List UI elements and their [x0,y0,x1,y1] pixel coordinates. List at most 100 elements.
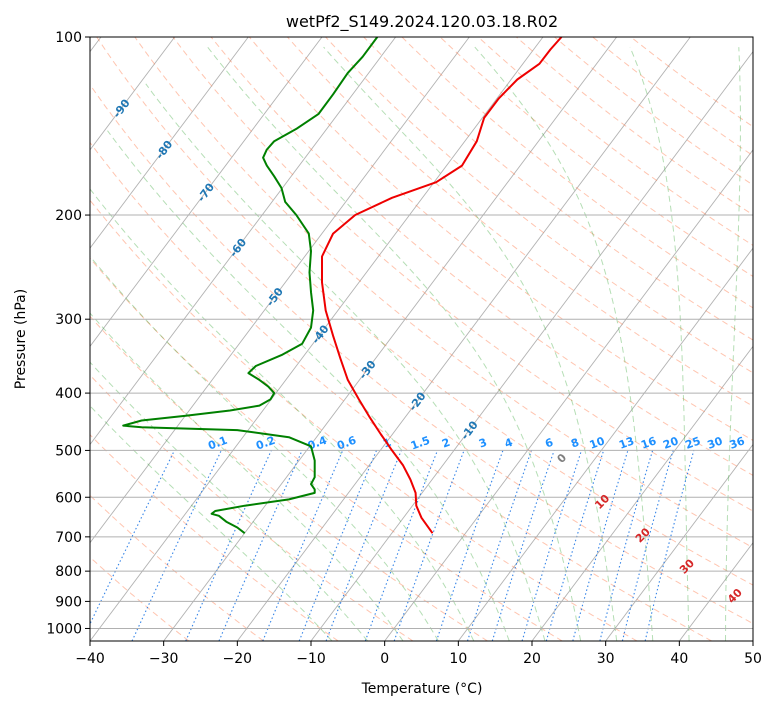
isotherm-line [678,542,753,641]
mixing-ratio-line [435,450,504,641]
mixing-ratio-label: 0.4 [306,434,329,453]
moist-adiabat-line [323,46,618,641]
dry-adiabat-line [248,37,753,442]
isotherm-line [531,345,753,641]
background-lines [90,37,753,641]
isotherm-line [457,247,753,641]
x-tick-label: 0 [380,651,389,667]
mixing-ratio-line [545,450,605,641]
mixing-ratio-line [644,450,695,641]
moist-adiabat-line [90,312,404,641]
isotherm-label: -50 [264,285,287,309]
mixing-ratio-line [185,450,272,641]
dry-adiabat-line [90,199,638,641]
x-tick-label: 20 [523,651,541,667]
dry-adiabat-line [477,37,753,246]
y-tick-label: 600 [55,490,82,506]
x-tick-label: −40 [75,651,105,667]
dry-adiabat-line [363,37,753,341]
mixing-ratio-label: 20 [661,434,680,452]
mixing-ratio-line [298,450,378,641]
y-axis-label: Pressure (hPa) [13,289,29,389]
isotherm-line [752,640,753,641]
mixing-ratio-label: 13 [617,434,636,451]
mixing-ratio-label: 3 [477,436,489,451]
y-tick-label: 1000 [46,621,82,637]
isotherm-line [90,37,470,544]
mixing-ratio-label: 25 [683,434,702,451]
mixing-ratio-line [491,450,555,641]
mixing-ratio-label: 0.1 [206,434,229,453]
isotherm-label: -90 [110,97,133,121]
mixing-ratio-line [90,450,175,626]
isotherm-line [90,37,397,446]
y-tick-label: 500 [55,443,82,459]
x-axis: −40 −30 −20 −10 0 10 20 30 40 50 [75,641,762,667]
moist-adiabat-label: 30 [677,556,697,576]
mixing-ratio-label: 16 [639,434,658,452]
isotherm-label: -80 [153,138,176,162]
moist-adiabat-line [90,188,475,641]
dewpoint-profile-line [122,37,379,534]
moist-adiabat-label: 40 [725,586,745,606]
y-tick-label: 800 [55,564,82,580]
profile-lines [122,37,563,534]
dry-adiabat-line [90,315,488,641]
isopleth-labels: -100-90-80-70-60-50-40-30-20-100.1 0.2 0.4… [90,51,747,606]
moist-adiabat-label: 0 [555,451,570,466]
isotherm-line [90,37,249,249]
mixing-ratio-label: 0.2 [254,434,277,453]
dry-adiabat-line [90,257,563,641]
isotherm-label: -60 [227,236,250,260]
mixing-ratio-label: 2 [440,436,452,451]
moist-adiabat-line [145,83,546,641]
isotherm-line [163,37,618,641]
mixing-ratio-label: 0.6 [335,434,358,453]
x-tick-label: 10 [449,651,467,667]
y-tick-label: 200 [55,208,82,224]
y-tick-label: 700 [55,530,82,546]
dry-adiabat-line [90,374,414,641]
mixing-ratio-line [218,450,303,641]
isotherm-label: -30 [356,358,379,382]
dry-adiabat-line [90,83,753,625]
dry-adiabat-line [287,37,753,407]
dry-adiabat-line [401,37,753,309]
mixing-ratio-line [621,450,674,641]
mixing-ratio-line [466,450,533,641]
moist-adiabat-line [90,361,368,641]
moist-adiabat-line [90,255,439,641]
mixing-ratio-line [364,450,439,641]
y-tick-label: 100 [55,30,82,46]
isotherm-line [605,443,753,641]
moist-adiabat-line [207,46,582,641]
mixing-ratio-line [599,450,654,641]
mixing-ratio-line [325,450,402,641]
mixing-ratio-label: 6 [543,436,555,451]
isotherm-line [310,50,753,641]
mixing-ratio-line [262,450,344,641]
y-axis: 100 200 300 400 500 600 700 800 900 1000 [46,30,90,637]
temperature-profile-line [321,37,563,534]
mixing-ratio-label: 1.5 [409,434,432,453]
moist-adiabat-line [629,46,690,641]
x-tick-label: 40 [670,651,688,667]
y-tick-label: 400 [55,386,82,402]
moist-adiabat-line [474,46,654,641]
mixing-ratio-line [521,450,583,641]
mixing-ratio-label: 30 [706,434,725,452]
x-axis-label: Temperature (°C) [361,681,483,697]
isotherm-line [384,149,753,641]
dry-adiabat-line [554,37,753,186]
x-tick-label: 30 [597,651,615,667]
moist-adiabat-label: 10 [592,492,612,512]
isotherm-line [90,37,323,348]
mixing-ratio-label: 36 [728,434,747,452]
x-tick-label: 50 [744,651,762,667]
moist-adiabat-label: 20 [633,525,653,545]
mixing-ratio-label: 8 [569,436,581,451]
mixing-ratio-label: 4 [503,436,515,451]
x-tick-label: −20 [223,651,253,667]
plot-frame [89,36,754,642]
